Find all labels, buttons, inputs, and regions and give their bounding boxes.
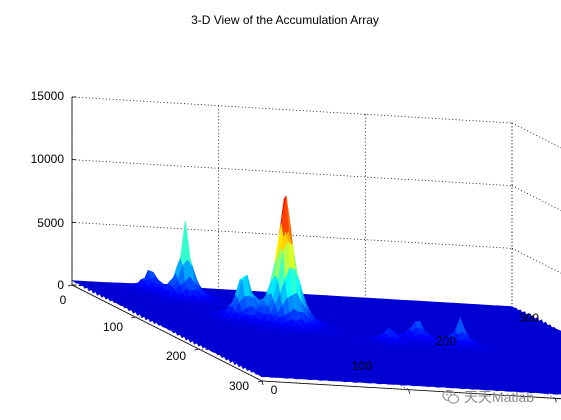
chart-title: 3-D View of the Accumulation Array — [191, 13, 379, 27]
grid-line — [71, 221, 513, 249]
grid-line — [511, 122, 561, 149]
surface-mesh — [71, 195, 561, 395]
grid-line — [71, 96, 513, 124]
grid-line — [71, 159, 513, 187]
grid-line — [511, 185, 561, 211]
